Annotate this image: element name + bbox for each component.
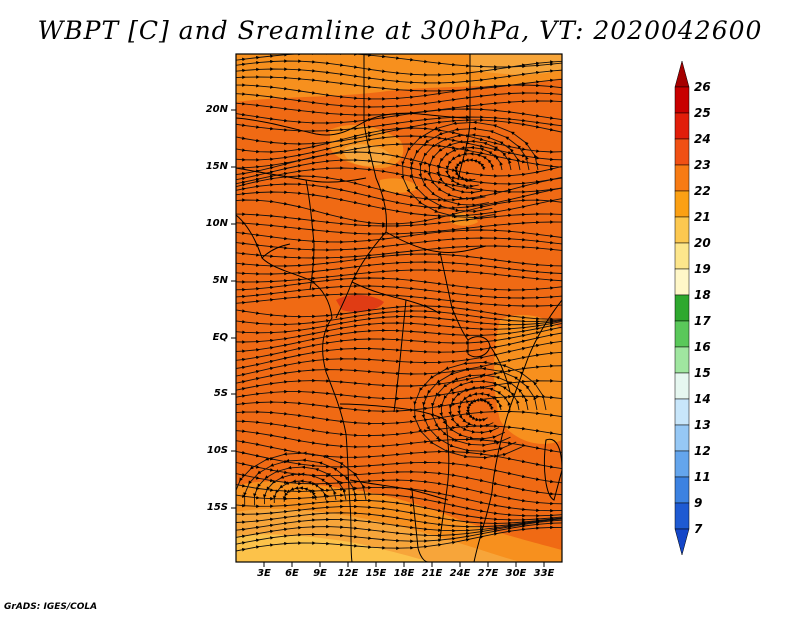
colorbar-label-14: 14	[694, 392, 711, 406]
colorbar-box-0	[674, 86, 690, 114]
lon-label-9e: 9E	[313, 568, 327, 579]
colorbar-label-19: 19	[694, 262, 711, 276]
lon-label-18e: 18E	[393, 568, 415, 579]
streamline-78	[236, 525, 562, 552]
map-title: WBPT [C] and Sreamline at 300hPa, VT: 20…	[37, 16, 763, 45]
border-5	[305, 179, 315, 291]
lat-label-eq: EQ	[212, 332, 228, 343]
border-4	[236, 167, 367, 183]
lat-label-10s: 10S	[206, 445, 228, 456]
colorbar-box-4	[674, 190, 690, 218]
colorbar-label-16: 16	[694, 340, 711, 354]
colorbar-box-12	[674, 398, 690, 426]
border-11	[339, 403, 447, 421]
madagascar	[543, 438, 562, 501]
border-14	[411, 489, 429, 562]
colorbar-label-9: 9	[694, 496, 703, 510]
colorbar-label-12: 12	[694, 444, 711, 458]
lat-label-20n: 20N	[205, 104, 228, 115]
lat-label-15n: 15N	[205, 161, 228, 172]
colorbar-box-13	[674, 424, 690, 452]
streamline-37	[400, 120, 539, 220]
colorbar-label-13: 13	[694, 418, 711, 432]
axis-ticks	[231, 109, 545, 567]
border-10	[393, 299, 407, 413]
country-borders	[236, 54, 562, 562]
lon-label-15e: 15E	[365, 568, 387, 579]
colorbar-box-15	[674, 476, 690, 504]
lat-label-15s: 15S	[206, 502, 228, 513]
lat-label-5n: 5N	[212, 275, 228, 286]
map-frame	[235, 53, 563, 563]
lon-label-3e: 3E	[257, 568, 271, 579]
border-3	[363, 54, 387, 233]
colorbar-box-2	[674, 138, 690, 166]
colorbar-box-7	[674, 268, 690, 296]
lon-label-33e: 33E	[533, 568, 555, 579]
colorbar-label-26: 26	[694, 80, 711, 94]
streamlines	[236, 54, 562, 552]
colorbar-label-17: 17	[694, 314, 711, 328]
colorbar-box-11	[674, 372, 690, 400]
lon-label-6e: 6E	[285, 568, 299, 579]
border-16	[261, 243, 291, 259]
lon-label-30e: 30E	[505, 568, 527, 579]
grads-credit: GrADS: IGES/COLA	[4, 602, 98, 612]
border-15	[489, 345, 511, 393]
colorbar-box-3	[674, 164, 690, 192]
colorbar-box-8	[674, 294, 690, 322]
colorbar-label-25: 25	[694, 106, 711, 120]
lon-label-24e: 24E	[449, 568, 471, 579]
colorbar-label-23: 23	[694, 158, 711, 172]
colorbar-label-11: 11	[694, 470, 711, 484]
lon-label-27e: 27E	[477, 568, 499, 579]
colorbar-box-14	[674, 450, 690, 478]
colorbar-label-24: 24	[694, 132, 711, 146]
colorbar-box-1	[674, 112, 690, 140]
colorbar-box-10	[674, 346, 690, 374]
border-2	[457, 54, 471, 181]
colorbar-top-cap	[674, 60, 690, 88]
colorbar-box-9	[674, 320, 690, 348]
lat-label-10n: 10N	[205, 218, 228, 229]
colorbar-label-18: 18	[694, 288, 711, 302]
colorbar-label-21: 21	[694, 210, 711, 224]
lon-label-21e: 21E	[421, 568, 443, 579]
coastline-east-africa	[473, 299, 562, 562]
colorbar-box-16	[674, 502, 690, 530]
colorbar-box-6	[674, 242, 690, 270]
lat-label-5s: 5S	[213, 388, 228, 399]
coastline-west-africa	[236, 214, 353, 562]
lon-label-12e: 12E	[337, 568, 359, 579]
colorbar-label-7: 7	[694, 522, 703, 536]
colorbar	[674, 60, 690, 556]
colorbar-label-22: 22	[694, 184, 711, 198]
colorbar-label-20: 20	[694, 236, 711, 250]
border-12	[439, 419, 450, 541]
colorbar-bottom-cap	[674, 528, 690, 556]
border-8	[439, 251, 469, 341]
colorbar-label-15: 15	[694, 366, 711, 380]
colorbar-box-5	[674, 216, 690, 244]
